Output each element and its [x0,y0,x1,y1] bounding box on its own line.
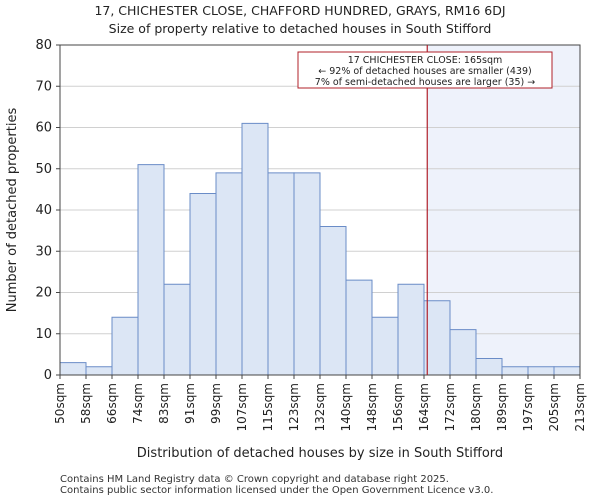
histogram-bar [59,362,87,376]
x-tick-label: 107sqm [235,383,249,431]
y-tick-label: 10 [35,327,52,342]
histogram-bar [137,164,165,376]
footer-line-1: Contains HM Land Registry data © Crown c… [60,474,449,485]
histogram-bar [215,172,243,376]
y-tick-label: 20 [35,286,52,301]
x-axis-label: Distribution of detached houses by size … [137,446,503,461]
y-tick-label: 0 [44,368,52,383]
x-tick-label: 140sqm [339,383,353,431]
chart-subtitle: Size of property relative to detached ho… [108,21,492,36]
histogram-bar [267,172,295,376]
x-tick-label: 50sqm [53,383,67,424]
x-tick-label: 197sqm [521,383,535,431]
x-tick-label: 156sqm [391,383,405,431]
histogram-bar [449,329,477,376]
x-tick-label: 172sqm [443,383,457,431]
y-tick-label: 50 [35,162,52,177]
annotation-line: ← 92% of detached houses are smaller (43… [318,66,531,77]
y-tick-label: 70 [35,79,52,94]
x-tick-label: 115sqm [261,383,275,431]
histogram-bar [241,122,269,376]
histogram-bar [345,279,373,376]
x-tick-label: 74sqm [131,383,145,424]
histogram-bar [397,283,425,376]
footer-line-2: Contains public sector information licen… [60,485,494,496]
y-tick-label: 60 [35,121,52,136]
x-tick-label: 58sqm [79,383,93,424]
histogram-bar [189,193,217,376]
y-tick-label: 80 [35,38,52,53]
x-tick-label: 205sqm [547,383,561,431]
x-tick-label: 213sqm [573,383,587,431]
x-tick-label: 148sqm [365,383,379,431]
x-tick-label: 123sqm [287,383,301,431]
histogram-bar [501,366,529,376]
histogram-chart: 0 10 20 30 40 50 60 70 80 50sqm 58sqm 66sqm 74sqm 83s… [5,38,587,461]
histogram-bar [85,366,113,376]
x-tick-label: 83sqm [157,383,171,424]
histogram-bar [111,316,139,376]
histogram-bar [475,358,503,376]
x-tick-label: 132sqm [313,383,327,431]
y-axis-label: Number of detached properties [5,108,20,313]
x-tick-label: 180sqm [469,383,483,431]
x-tick-label: 99sqm [209,383,223,424]
histogram-bar [423,300,451,376]
histogram-bar [319,226,347,376]
x-tick-label: 164sqm [417,383,431,431]
y-tick-label: 40 [35,203,52,218]
histogram-bar [293,172,321,376]
x-tick-label: 66sqm [105,383,119,424]
chart-title: 17, CHICHESTER CLOSE, CHAFFORD HUNDRED, … [94,3,506,18]
histogram-bar [527,366,555,376]
histogram-bar [553,366,581,376]
annotation-line: 7% of semi-detached houses are larger (3… [315,77,535,88]
x-tick-label: 189sqm [495,383,509,431]
histogram-bar [371,316,399,376]
histogram-bar [163,283,191,376]
y-tick-label: 30 [35,244,52,259]
x-tick-label: 91sqm [183,383,197,424]
annotation-box [297,51,553,89]
annotation-line: 17 CHICHESTER CLOSE: 165sqm [348,55,503,66]
